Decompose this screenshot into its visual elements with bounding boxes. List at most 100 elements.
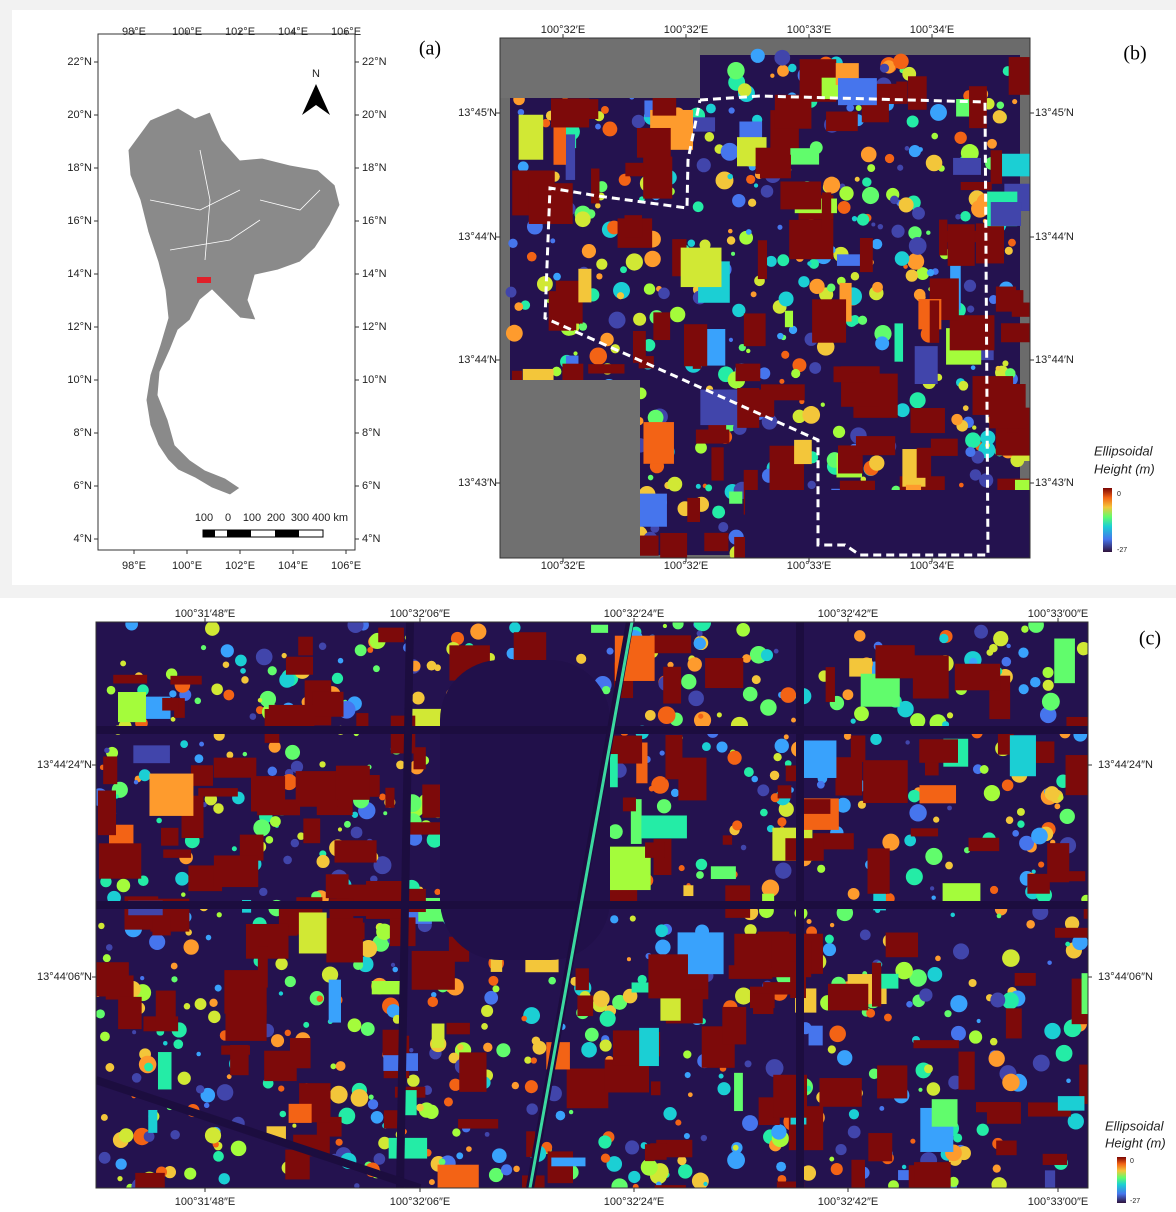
tree <box>595 124 601 130</box>
tree <box>951 414 962 425</box>
tree <box>733 1145 739 1151</box>
tree <box>738 83 752 97</box>
y-tick-label: 10°N <box>362 374 387 386</box>
height-map-c <box>91 614 1107 1212</box>
y-tick-label: 20°N <box>362 109 387 121</box>
tree <box>205 1127 221 1143</box>
tree <box>808 481 816 489</box>
y-tick-label: 13°44′N <box>1035 231 1074 243</box>
building <box>1047 843 1069 882</box>
panel-label: (c) <box>1139 628 1161 650</box>
tree <box>644 251 660 267</box>
building <box>161 828 178 846</box>
tree <box>779 291 794 306</box>
tree <box>774 649 779 654</box>
tree <box>609 312 626 329</box>
tree <box>514 302 523 311</box>
tree <box>180 740 188 748</box>
tree <box>963 405 969 411</box>
y-tick-label: 13°44′24″N <box>37 759 92 771</box>
building <box>385 788 394 808</box>
tree <box>879 1106 884 1111</box>
building <box>591 169 599 204</box>
building <box>786 148 819 164</box>
building <box>214 855 258 887</box>
tree <box>1033 1055 1050 1072</box>
building <box>877 1065 907 1098</box>
tree <box>1044 1023 1060 1039</box>
tree <box>971 365 976 370</box>
tree <box>96 1009 105 1018</box>
tree <box>548 977 556 985</box>
building <box>567 1069 609 1109</box>
tree <box>626 253 643 270</box>
tree <box>195 998 207 1010</box>
building <box>372 981 404 994</box>
building <box>648 954 688 998</box>
building <box>932 1099 958 1126</box>
tree <box>927 269 934 276</box>
building <box>1058 1096 1085 1111</box>
tree <box>259 888 267 896</box>
building <box>149 774 193 816</box>
building <box>163 849 191 857</box>
tree <box>858 316 867 325</box>
tree <box>523 1007 540 1024</box>
tree <box>206 935 212 941</box>
y-tick-label: 13°43′N <box>1035 477 1074 489</box>
tree <box>831 1163 843 1175</box>
y-tick-label: 13°45′N <box>1035 107 1074 119</box>
y-tick-label: 14°N <box>67 268 92 280</box>
building <box>148 1110 157 1133</box>
building <box>910 408 944 433</box>
tree <box>285 976 296 987</box>
tree <box>431 992 436 997</box>
tree <box>727 236 735 244</box>
building <box>723 835 732 844</box>
tree <box>742 654 751 663</box>
tree <box>701 1135 707 1141</box>
tree <box>997 101 1005 109</box>
tree <box>501 1164 512 1175</box>
tree <box>675 1120 681 1126</box>
tree <box>355 644 367 656</box>
building <box>303 818 320 843</box>
tree <box>910 392 926 408</box>
x-tick-label: 100°33′00″E <box>1028 1196 1089 1208</box>
tree <box>684 1133 690 1139</box>
building <box>578 269 591 303</box>
tree <box>854 706 869 721</box>
tree <box>144 1063 153 1072</box>
y-tick-label: 6°N <box>362 480 381 492</box>
tree <box>607 648 614 655</box>
tree <box>492 985 499 992</box>
tree <box>208 1011 220 1023</box>
building <box>736 364 761 382</box>
tree <box>777 65 789 77</box>
tree <box>843 689 854 700</box>
building <box>684 324 707 366</box>
tree <box>579 322 587 330</box>
tree <box>600 1039 612 1051</box>
tree <box>105 1063 114 1072</box>
tree <box>712 506 725 519</box>
tree <box>338 658 344 664</box>
tree <box>457 1044 463 1050</box>
y-tick-label: 16°N <box>67 215 92 227</box>
tree <box>746 349 750 353</box>
tree <box>823 177 840 194</box>
tree <box>219 1173 230 1184</box>
tree <box>201 645 206 650</box>
tree <box>907 115 919 127</box>
tree <box>906 868 923 885</box>
building <box>913 1040 958 1048</box>
y-tick-label: 20°N <box>67 109 92 121</box>
tree <box>428 997 438 1007</box>
tree <box>336 1139 343 1146</box>
tree <box>780 687 796 703</box>
tree <box>1026 920 1035 929</box>
building <box>624 215 642 237</box>
tree <box>688 691 704 707</box>
building <box>851 735 866 761</box>
tree <box>1038 861 1044 867</box>
